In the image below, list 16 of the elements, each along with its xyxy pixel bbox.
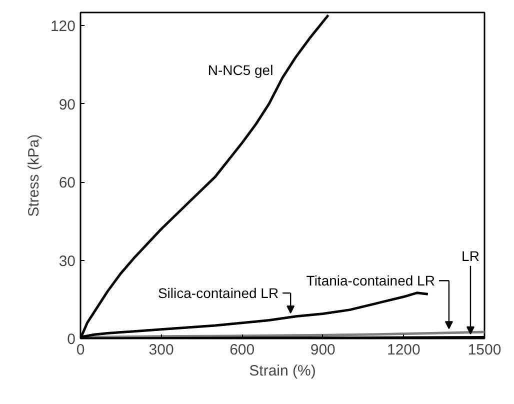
y-tick-label: 0 [67, 331, 76, 348]
y-tick-label: 60 [58, 174, 76, 192]
x-tick-label: 1500 [468, 342, 502, 358]
y-tick-label: 120 [50, 18, 76, 36]
annotation: Silica-contained LR [158, 285, 279, 302]
annotation: N-NC5 gel [208, 62, 274, 78]
x-tick-label: 1200 [387, 342, 420, 358]
y-tick-label: 90 [58, 96, 76, 114]
annotation: LR [462, 248, 480, 264]
x-tick-label: 900 [310, 342, 336, 358]
annotation: Titania-contained LR [306, 272, 435, 289]
x-tick-label: 300 [148, 342, 174, 358]
x-axis-title: Strain (%) [249, 362, 316, 380]
x-tick-label: 600 [230, 342, 255, 358]
y-axis-title: Stress (kPa) [25, 134, 42, 217]
y-tick-label: 30 [58, 252, 76, 270]
